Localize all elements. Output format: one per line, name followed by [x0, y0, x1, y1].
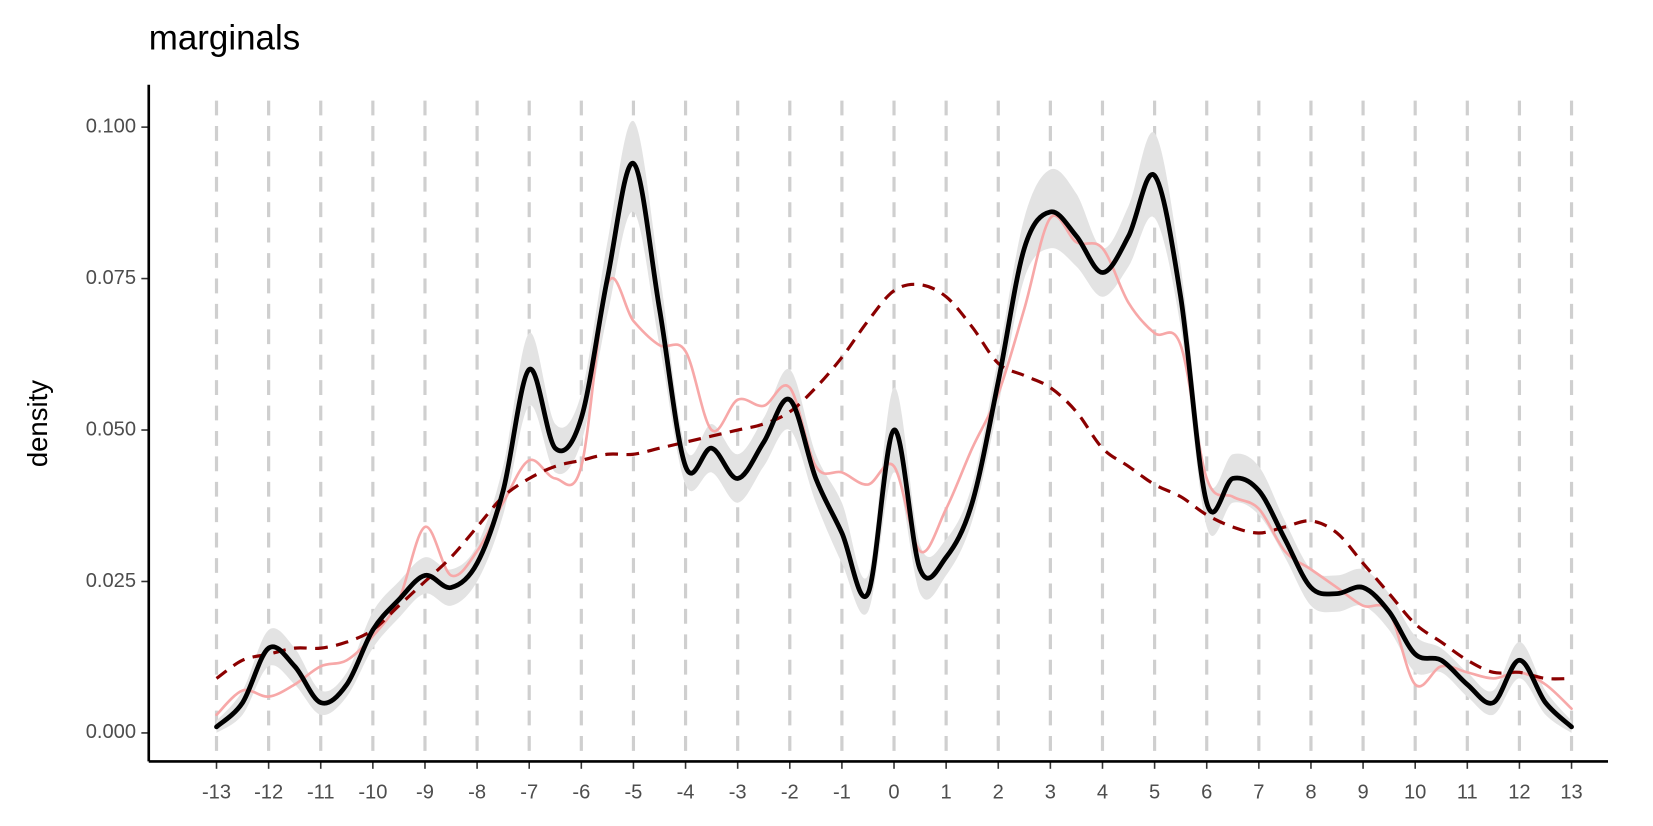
x-tick-label: -2: [781, 781, 799, 803]
x-tick-label: 11: [1457, 781, 1478, 803]
x-tick-label: -5: [624, 781, 642, 803]
x-tick-label: -12: [254, 781, 283, 803]
x-tick-label: 1: [941, 781, 952, 803]
x-tick-label: 12: [1508, 781, 1530, 803]
y-tick-label: 0.100: [86, 115, 136, 137]
x-tick-label: -9: [416, 781, 434, 803]
y-axis-label: density: [22, 380, 53, 467]
x-tick-label: -10: [358, 781, 387, 803]
y-tick-label: 0.075: [86, 267, 136, 289]
y-tick-label: 0.025: [86, 570, 136, 592]
x-tick-label: 9: [1357, 781, 1368, 803]
density-line: [215, 214, 1573, 717]
x-tick-label: -6: [572, 781, 590, 803]
x-tick-label: -1: [833, 781, 851, 803]
y-tick-label: 0.000: [86, 721, 136, 743]
x-tick-label: 2: [993, 781, 1004, 803]
confidence-band: [216, 120, 1572, 733]
x-tick-label: 5: [1149, 781, 1160, 803]
density-line: [215, 282, 1572, 681]
x-tick-label: 3: [1045, 781, 1056, 803]
y-tick-label: 0.050: [86, 418, 136, 440]
x-tick-label: -7: [520, 781, 538, 803]
density-line: [214, 161, 1574, 730]
x-tick-label: 10: [1404, 781, 1426, 803]
x-tick-label: 13: [1560, 781, 1582, 803]
x-tick-label: -11: [307, 781, 335, 803]
x-tick-label: -8: [468, 781, 486, 803]
x-tick-label: 0: [888, 781, 899, 803]
x-tick-label: -3: [729, 781, 747, 803]
x-tick-label: -13: [202, 781, 231, 803]
chart-title: marginals: [149, 18, 300, 57]
x-tick-label: 6: [1201, 781, 1212, 803]
x-tick-label: 7: [1253, 781, 1264, 803]
x-tick-label: 8: [1305, 781, 1316, 803]
x-tick-label: -4: [677, 781, 695, 803]
x-tick-label: 4: [1097, 781, 1108, 803]
